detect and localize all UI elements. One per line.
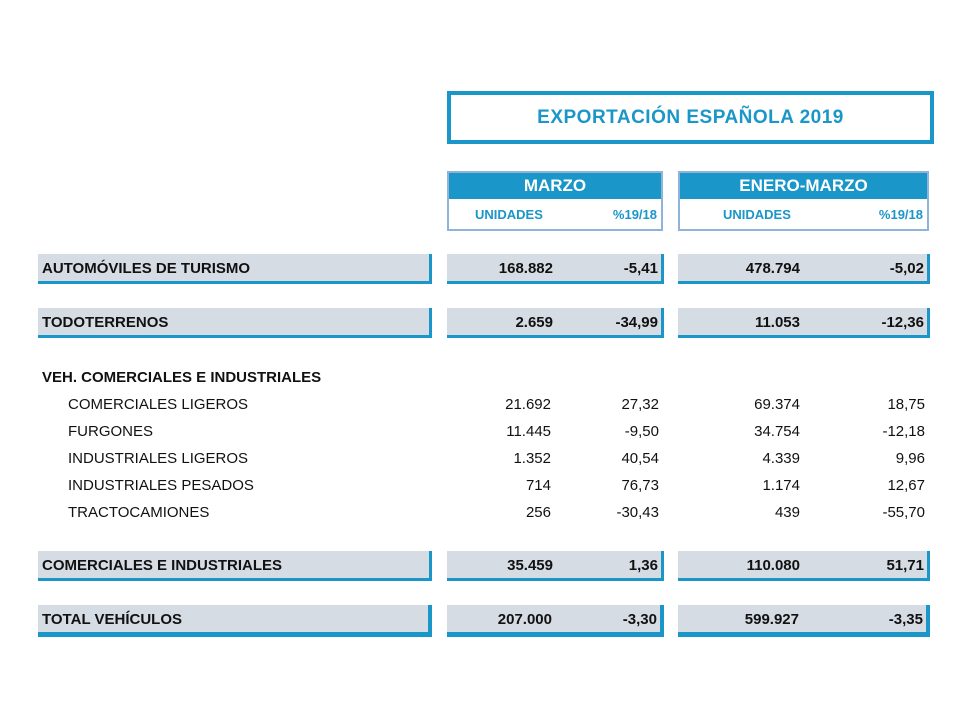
- enero-marzo-pct: 51,71: [886, 557, 924, 574]
- marzo-pct: 40,54: [621, 450, 659, 467]
- marzo-pct: -5,41: [623, 260, 658, 277]
- header-units: UNIDADES: [475, 207, 543, 222]
- item-label: COMERCIALES LIGEROS: [68, 396, 249, 413]
- marzo-pct: 27,32: [621, 396, 659, 413]
- marzo-pct: 76,73: [621, 477, 659, 494]
- header-pct: %19/18: [878, 207, 923, 222]
- marzo-pct: -34,99: [615, 314, 658, 331]
- enero-marzo-units: 1.174: [762, 477, 800, 494]
- row-label-bar: AUTOMÓVILES DE TURISMO: [38, 254, 432, 284]
- section-heading: VEH. COMERCIALES E INDUSTRIALES: [42, 369, 322, 386]
- marzo-pct: -30,43: [616, 504, 659, 521]
- marzo-units: 1.352: [513, 450, 551, 467]
- item-label: INDUSTRIALES PESADOS: [68, 477, 254, 494]
- row-label: TODOTERRENOS: [42, 314, 169, 331]
- enero-marzo-pct: -5,02: [889, 260, 924, 277]
- row-label: COMERCIALES E INDUSTRIALES: [42, 557, 283, 574]
- row-label-bar: COMERCIALES E INDUSTRIALES: [38, 551, 432, 581]
- enero-marzo-units: 34.754: [754, 423, 800, 440]
- row-label-bar: TODOTERRENOS: [38, 308, 432, 338]
- enero-marzo-units: 110.080: [746, 557, 800, 574]
- header-enero-marzo: ENERO-MARZO UNIDADES %19/18: [678, 171, 929, 231]
- row-enero-marzo-bar: 478.794 -5,02: [678, 254, 930, 284]
- header-enero-marzo-label: ENERO-MARZO: [680, 173, 927, 199]
- marzo-units: 207.000: [497, 611, 552, 628]
- row-marzo-bar: 35.459 1,36: [447, 551, 664, 581]
- marzo-units: 11.445: [506, 423, 551, 440]
- enero-marzo-units: 599.927: [744, 611, 799, 628]
- item-label: TRACTOCAMIONES: [68, 504, 210, 521]
- enero-marzo-pct: -55,70: [882, 504, 925, 521]
- marzo-units: 21.692: [505, 396, 551, 413]
- marzo-pct: -9,50: [624, 423, 659, 440]
- enero-marzo-pct: 18,75: [887, 396, 925, 413]
- enero-marzo-units: 478.794: [745, 260, 800, 277]
- row-marzo-bar: 207.000 -3,30: [447, 605, 664, 637]
- row-marzo-bar: 2.659 -34,99: [447, 308, 664, 338]
- enero-marzo-pct: 9,96: [895, 450, 925, 467]
- enero-marzo-units: 4.339: [762, 450, 800, 467]
- marzo-units: 168.882: [498, 260, 553, 277]
- header-units: UNIDADES: [723, 207, 791, 222]
- row-marzo-bar: 168.882 -5,41: [447, 254, 664, 284]
- enero-marzo-pct: 12,67: [887, 477, 925, 494]
- marzo-pct: -3,30: [622, 611, 657, 628]
- header-marzo-label: MARZO: [449, 173, 661, 199]
- row-enero-marzo-bar: 11.053 -12,36: [678, 308, 930, 338]
- item-label: INDUSTRIALES LIGEROS: [68, 450, 249, 467]
- enero-marzo-pct: -3,35: [888, 611, 923, 628]
- enero-marzo-units: 11.053: [754, 314, 800, 331]
- header-pct: %19/18: [612, 207, 657, 222]
- enero-marzo-units: 69.374: [754, 396, 800, 413]
- marzo-units: 256: [525, 504, 551, 521]
- enero-marzo-pct: -12,36: [881, 314, 924, 331]
- report-title: EXPORTACIÓN ESPAÑOLA 2019: [447, 91, 934, 144]
- marzo-units: 714: [525, 477, 551, 494]
- header-marzo: MARZO UNIDADES %19/18: [447, 171, 663, 231]
- enero-marzo-pct: -12,18: [882, 423, 925, 440]
- row-enero-marzo-bar: 110.080 51,71: [678, 551, 930, 581]
- marzo-units: 35.459: [507, 557, 553, 574]
- row-label: TOTAL VEHÍCULOS: [42, 611, 183, 628]
- row-enero-marzo-bar: 599.927 -3,35: [678, 605, 930, 637]
- item-label: FURGONES: [68, 423, 154, 440]
- marzo-units: 2.659: [515, 314, 553, 331]
- row-label-bar: TOTAL VEHÍCULOS: [38, 605, 432, 637]
- row-label: AUTOMÓVILES DE TURISMO: [42, 260, 251, 277]
- enero-marzo-units: 439: [774, 504, 800, 521]
- marzo-pct: 1,36: [628, 557, 658, 574]
